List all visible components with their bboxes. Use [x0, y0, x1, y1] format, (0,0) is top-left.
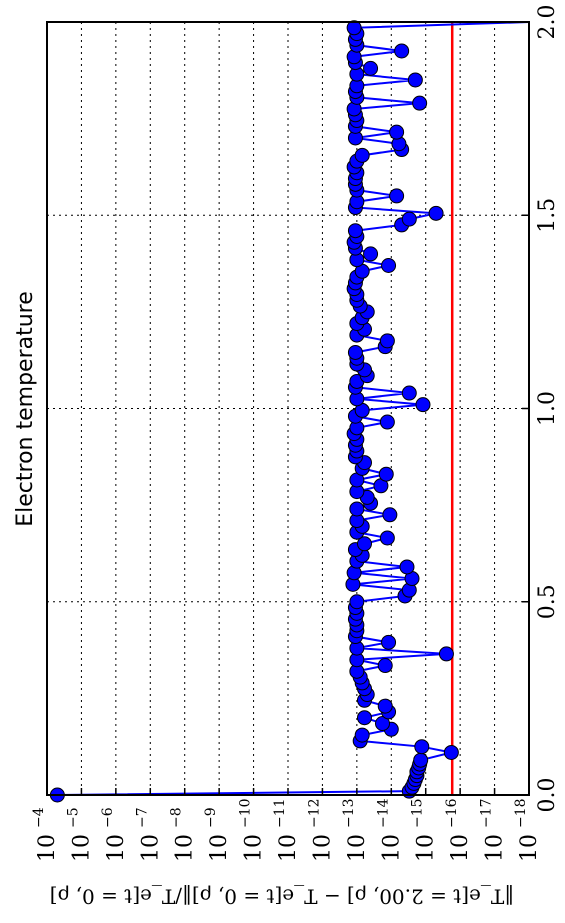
y-tick-label: 10−12 [306, 798, 335, 862]
data-point [381, 634, 397, 650]
data-point [407, 72, 423, 88]
y-tick-exponent: −6 [100, 807, 116, 828]
y-tick-labels: 10−410−510−610−710−810−910−1010−1110−121… [31, 788, 542, 862]
y-tick-exponent: −8 [169, 807, 185, 828]
y-tick-exponent: −9 [203, 807, 219, 828]
y-tick-exponent: −5 [65, 807, 81, 828]
data-point [412, 95, 428, 111]
data-point [374, 715, 390, 731]
y-tick-label: 10−13 [341, 798, 370, 862]
data-point [389, 188, 405, 204]
data-point [377, 658, 393, 674]
y-tick-label: 10−11 [272, 798, 301, 862]
data-point [354, 147, 370, 163]
data-point [401, 211, 417, 227]
x-tick-labels: 0.0 0.5 1.0 1.5 2.0 [522, 5, 560, 813]
data-point [379, 530, 395, 546]
y-tick-base: 10 [35, 834, 60, 862]
y-tick-exponent: −4 [31, 807, 47, 828]
y-tick-label: 10−4 [31, 807, 60, 862]
x-tick-label: 0.5 [535, 584, 560, 619]
data-point [401, 385, 417, 401]
y-tick-exponent: −10 [238, 798, 254, 828]
y-tick-base: 10 [138, 834, 163, 862]
y-tick-label: 10−6 [100, 807, 129, 862]
data-point [346, 20, 362, 36]
data-series [49, 20, 530, 803]
y-tick-exponent: −13 [341, 798, 357, 828]
y-tick-label: 10−9 [203, 807, 232, 862]
y-tick-exponent: −18 [513, 798, 529, 828]
y-tick-exponent: −12 [306, 798, 322, 828]
y-tick-base: 10 [379, 834, 404, 862]
x-tick-label: 0.0 [535, 778, 560, 813]
y-tick-label: 10−7 [134, 807, 163, 862]
data-point [414, 739, 430, 755]
data-point [347, 344, 363, 360]
x-tick-label: 1.5 [535, 198, 560, 233]
y-tick-label: 10−17 [479, 798, 508, 862]
y-tick-base: 10 [517, 834, 542, 862]
y-tick-base: 10 [207, 834, 232, 862]
y-tick-base: 10 [242, 834, 267, 862]
data-point [349, 501, 365, 517]
data-point [394, 43, 410, 59]
y-tick-base: 10 [448, 834, 473, 862]
y-tick-exponent: −15 [410, 798, 426, 828]
y-tick-exponent: −7 [134, 807, 150, 828]
data-point [363, 246, 379, 262]
chart-title: Electron temperature [13, 291, 38, 527]
x-tick-label: 2.0 [535, 5, 560, 40]
y-tick-base: 10 [276, 834, 301, 862]
data-point [428, 205, 444, 221]
data-point [389, 124, 405, 140]
grid [46, 21, 530, 796]
y-tick-exponent: −11 [272, 798, 288, 828]
y-tick-label: 10−15 [410, 798, 439, 862]
data-point [354, 727, 370, 743]
y-tick-base: 10 [310, 834, 335, 862]
y-tick-base: 10 [414, 834, 439, 862]
y-tick-label: 10−14 [375, 798, 404, 862]
y-tick-base: 10 [483, 834, 508, 862]
y-tick-label: 10−18 [513, 798, 542, 862]
data-point [347, 223, 363, 239]
data-point [356, 536, 372, 552]
y-tick-label: 10−16 [444, 798, 473, 862]
data-point [382, 507, 398, 523]
x-tick-label: 1.0 [535, 391, 560, 426]
y-tick-base: 10 [104, 834, 129, 862]
y-tick-label: 10−8 [169, 807, 198, 862]
y-axis-label: ‖T_e[t = 2.00, ρ] − T_e[t = 0, ρ]‖/T_e[t… [50, 884, 514, 909]
data-point [438, 646, 454, 662]
y-tick-base: 10 [173, 834, 198, 862]
y-tick-label: 10−10 [238, 798, 267, 862]
data-point [356, 710, 372, 726]
data-point [378, 466, 394, 482]
data-point [377, 698, 393, 714]
data-point [381, 257, 397, 273]
data-point [399, 559, 415, 575]
y-tick-exponent: −14 [375, 798, 391, 828]
data-point [379, 333, 395, 349]
data-point [363, 60, 379, 76]
y-tick-base: 10 [69, 834, 94, 862]
data-point [349, 594, 365, 610]
data-point [413, 752, 429, 768]
data-point [415, 397, 431, 413]
y-tick-base: 10 [345, 834, 370, 862]
data-point [379, 414, 395, 430]
data-point [443, 744, 459, 760]
y-tick-exponent: −16 [444, 798, 460, 828]
y-tick-exponent: −17 [479, 798, 495, 828]
y-tick-label: 10−5 [65, 807, 94, 862]
